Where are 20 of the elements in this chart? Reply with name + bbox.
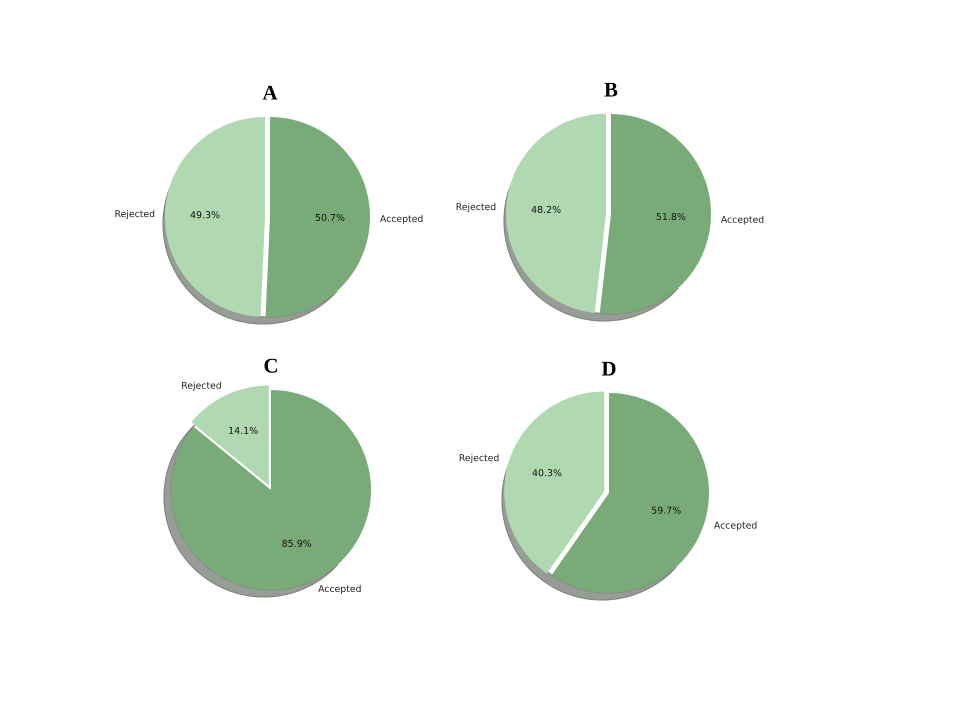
data-label: 48.2% bbox=[532, 206, 561, 214]
data-label: 50.7% bbox=[316, 214, 344, 222]
slice-label: Accepted bbox=[318, 584, 361, 594]
chart-title: D bbox=[602, 362, 616, 376]
chart-title: B bbox=[604, 82, 618, 97]
data-label: 51.8% bbox=[656, 212, 686, 220]
data-label: 85.9% bbox=[282, 540, 312, 547]
chart-title: A bbox=[262, 86, 278, 100]
slice-label: Accepted bbox=[720, 216, 764, 225]
data-label: 40.3% bbox=[532, 469, 562, 476]
slice-label: Rejected bbox=[182, 382, 221, 391]
slice-label: Accepted bbox=[714, 522, 756, 531]
slice-label: Rejected bbox=[115, 210, 154, 219]
slice-label: Rejected bbox=[460, 454, 498, 463]
data-label: 14.1% bbox=[229, 426, 258, 434]
data-label: 49.3% bbox=[190, 211, 220, 218]
slice-label: Accepted bbox=[380, 214, 422, 224]
chart-title: C bbox=[264, 358, 277, 373]
data-label: 59.7% bbox=[652, 506, 681, 514]
slice-label: Rejected bbox=[456, 202, 496, 212]
